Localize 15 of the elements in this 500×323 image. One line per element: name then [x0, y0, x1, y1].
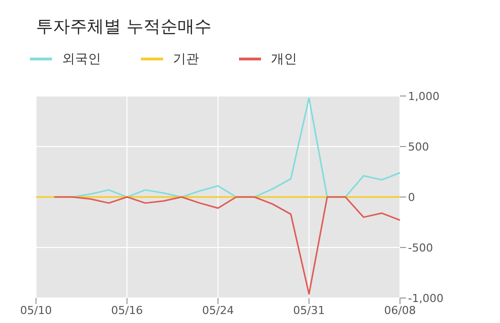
legend-label: 기관	[173, 52, 199, 67]
y-tick-label: 500	[408, 140, 429, 154]
x-tick-label: 05/16	[111, 304, 143, 317]
x-tick-label: 05/24	[202, 304, 234, 317]
x-tick-label: 06/08	[384, 304, 416, 317]
y-tick-label: -500	[408, 241, 433, 254]
y-tick-label: 0	[408, 190, 415, 204]
legend-label: 외국인	[62, 52, 101, 67]
x-tick-label: 05/10	[20, 304, 52, 317]
legend-label: 개인	[271, 52, 297, 67]
chart-title: 투자주체별 누적순매수	[36, 16, 212, 38]
x-tick-label: 05/31	[293, 304, 325, 317]
y-tick-label: -1,000	[408, 292, 444, 305]
line-series	[53, 196, 400, 295]
y-tick-label: 1,000	[408, 90, 440, 103]
